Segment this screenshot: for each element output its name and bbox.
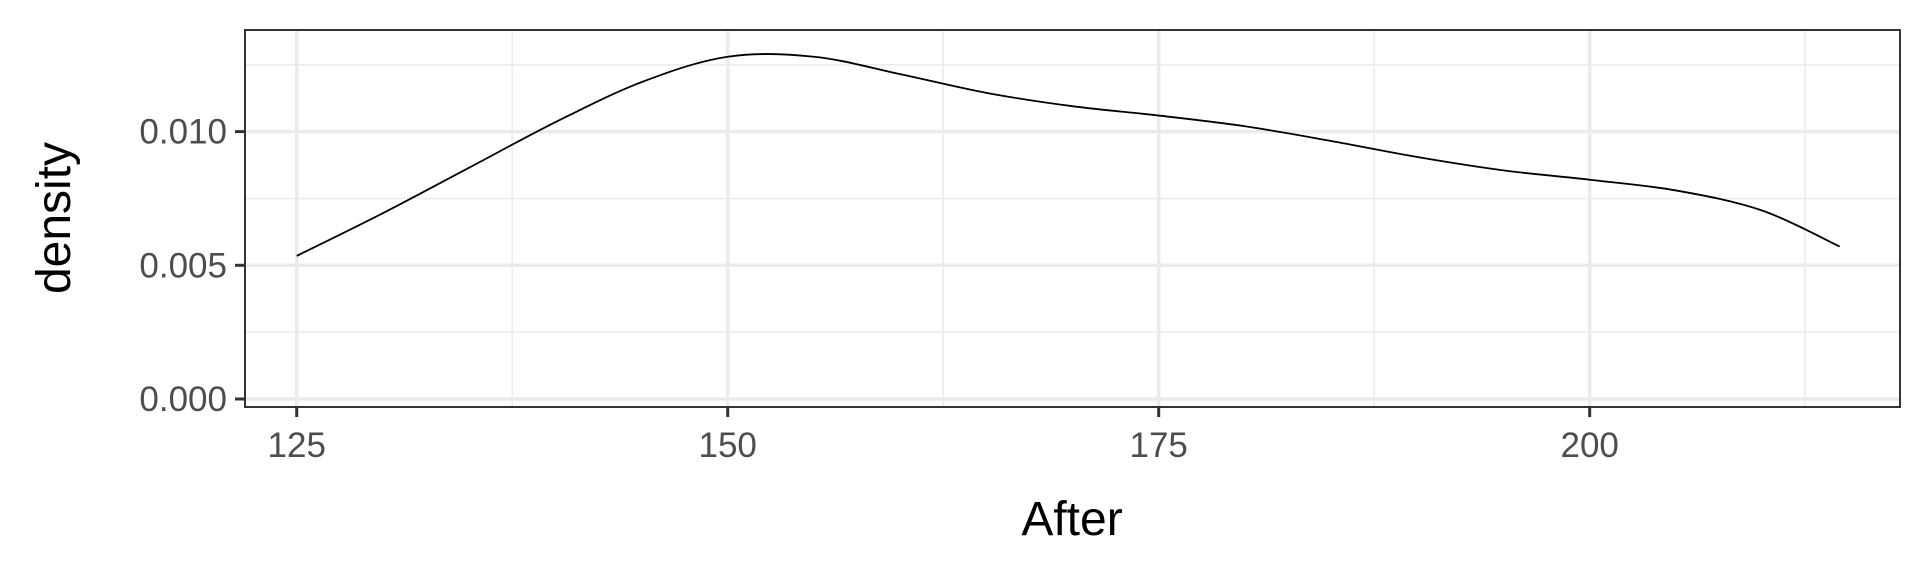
y-tick-label: 0.010 <box>139 113 227 152</box>
x-tick-label: 175 <box>1129 426 1187 465</box>
x-axis-title: After <box>1021 493 1122 546</box>
y-tick-label: 0.005 <box>139 246 227 285</box>
density-curve <box>296 53 1841 257</box>
y-axis-title: density <box>28 142 81 294</box>
y-tick-label: 0.000 <box>139 380 227 419</box>
series-layer <box>296 53 1841 257</box>
x-tick-label: 150 <box>699 426 757 465</box>
grid-lines <box>245 30 1900 407</box>
x-tick-label: 200 <box>1560 426 1618 465</box>
panel-border <box>244 29 1901 408</box>
axes: 125 150 175 200 0.000 0.005 0.010 <box>139 113 1618 465</box>
x-tick-label: 125 <box>268 426 326 465</box>
